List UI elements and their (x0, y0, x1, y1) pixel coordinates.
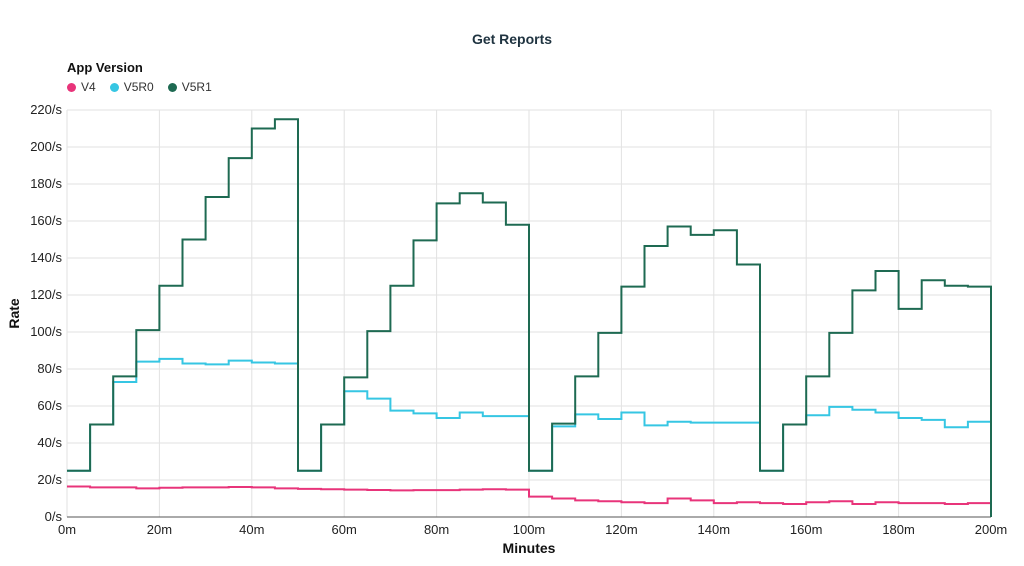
legend-label: V5R0 (123, 80, 154, 94)
legend-item-v5r1: V5R1 (167, 80, 212, 94)
legend: V4 V5R0 V5R1 (67, 80, 212, 94)
legend-item-v5r0: V5R0 (109, 80, 154, 94)
x-tick-label: 100m (513, 522, 546, 537)
y-tick-label: 140/s (30, 250, 62, 265)
x-tick-label: 180m (882, 522, 915, 537)
y-tick-label: 80/s (37, 361, 62, 376)
y-tick-label: 200/s (30, 139, 62, 154)
x-axis-title: Minutes (503, 540, 556, 556)
legend-label: V4 (81, 80, 96, 94)
y-tick-label: 160/s (30, 213, 62, 228)
x-tick-label: 140m (698, 522, 731, 537)
legend-title: App Version (67, 60, 143, 75)
y-axis-title: Rate (6, 298, 22, 329)
y-tick-label: 0/s (45, 509, 63, 524)
x-tick-label: 20m (147, 522, 172, 537)
y-tick-label: 120/s (30, 287, 62, 302)
chart-title: Get Reports (471, 31, 553, 47)
series-line-v4 (67, 485, 992, 517)
y-tick-label: 220/s (30, 102, 62, 117)
legend-dot-icon (109, 82, 119, 92)
y-tick-label: 20/s (37, 472, 62, 487)
y-tick-label: 180/s (30, 176, 62, 191)
series-line-v5r1 (67, 118, 992, 517)
x-tick-label: 60m (332, 522, 357, 537)
legend-item-v4: V4 (67, 80, 96, 94)
legend-label: V5R1 (181, 80, 212, 94)
x-tick-label: 160m (790, 522, 823, 537)
x-tick-label: 120m (605, 522, 638, 537)
x-tick-label: 80m (424, 522, 449, 537)
x-tick-label: 200m (975, 522, 1008, 537)
legend-dot-icon (167, 82, 177, 92)
x-tick-label: 40m (239, 522, 264, 537)
y-tick-label: 60/s (37, 398, 62, 413)
y-tick-label: 100/s (30, 324, 62, 339)
legend-dot-icon (67, 82, 76, 92)
y-tick-label: 40/s (37, 435, 62, 450)
x-tick-label: 0m (58, 522, 76, 537)
